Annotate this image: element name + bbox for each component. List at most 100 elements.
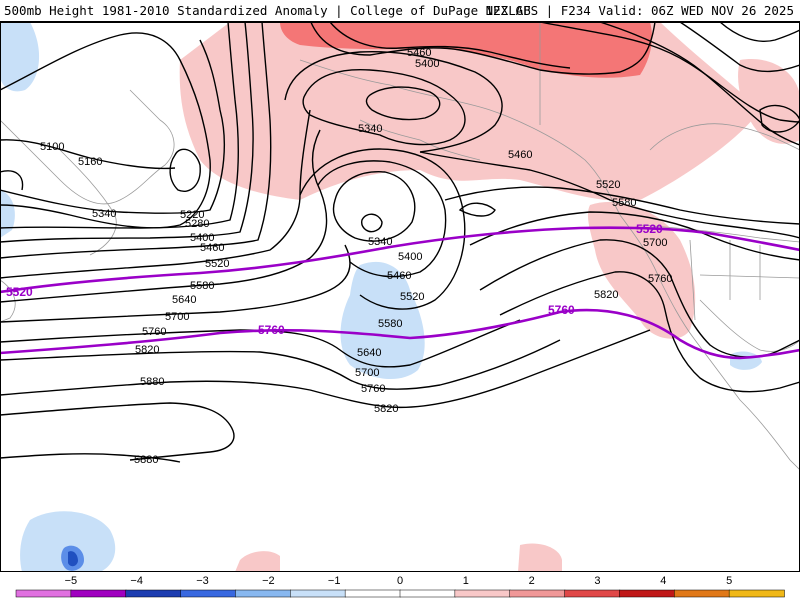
positive-anomaly-shading (179, 22, 800, 572)
contour-line (0, 32, 211, 229)
contour-label: 5520 (596, 179, 620, 191)
contour-line (0, 170, 24, 191)
contour-label-purple: 5520 (6, 285, 33, 299)
reference-contour-labels: 5520 5760 5520 5760 (6, 222, 663, 337)
contour-line (310, 22, 656, 75)
contour-label: 5820 (374, 403, 398, 415)
contour-label: 5400 (190, 232, 214, 244)
colorbar-segment (70, 589, 127, 598)
contour-line (0, 129, 328, 303)
colorbar-tick-label: −4 (130, 575, 143, 587)
contour-label: 5580 (612, 197, 636, 209)
forecast-map: 5100 5160 5220 5280 5340 5400 5460 5520 … (0, 22, 800, 572)
map-title: 500mb Height 1981-2010 Standardized Anom… (4, 3, 531, 18)
contour-label: 5340 (368, 236, 392, 248)
contour-label: 5580 (378, 318, 402, 330)
contour-line (458, 202, 496, 217)
colorbar-segment (290, 589, 346, 598)
contour-line (719, 22, 800, 42)
colorbar-segment (180, 589, 237, 598)
contour-line (0, 39, 226, 215)
contour-label: 5700 (165, 311, 189, 323)
colorbar-tick-label: 5 (726, 575, 732, 587)
positive-anomaly-area (660, 99, 720, 136)
colorbar-segment (454, 589, 511, 598)
contour-5520 (0, 226, 800, 294)
positive-anomaly-area (235, 551, 280, 572)
contour-label: 5820 (594, 289, 618, 301)
colorbar-segment (728, 589, 785, 598)
contour-line (469, 211, 800, 261)
contour-label: 5640 (172, 294, 196, 306)
contour-label: 5820 (135, 344, 159, 356)
colorbar-tick-label: 3 (594, 575, 600, 587)
contour-label: 5460 (407, 47, 431, 59)
height-contours (0, 22, 800, 463)
contour-label: 5520 (205, 258, 229, 270)
contour-line (0, 109, 311, 279)
colorbar-segment (399, 589, 456, 598)
contour-line (539, 22, 800, 123)
contour-label: 5880 (140, 376, 164, 388)
coastline (299, 59, 621, 216)
contour-label-purple: 5760 (258, 323, 285, 337)
contour-label: 5220 (180, 209, 204, 221)
contour-line (332, 171, 416, 242)
title-bar: 500mb Height 1981-2010 Standardized Anom… (0, 0, 800, 22)
contour-label: 5880 (134, 454, 158, 466)
contour-label: 5400 (415, 58, 439, 70)
contour-line (444, 186, 800, 225)
contour-line (0, 339, 561, 390)
contour-line (0, 402, 235, 461)
colorbar-tick-label: −5 (65, 575, 78, 587)
contour-line (679, 22, 800, 73)
border (689, 239, 800, 321)
contour-line (169, 148, 201, 192)
contour-label: 5580 (190, 280, 214, 292)
colorbar-segment (235, 589, 292, 598)
negative-anomaly-shading (0, 22, 762, 572)
contour-line (302, 68, 466, 146)
contour-label: 5700 (643, 237, 667, 249)
contour-label: 5340 (358, 123, 382, 135)
colorbar-segment (125, 589, 182, 598)
contour-label: 5160 (78, 156, 102, 168)
contour-line (317, 160, 447, 278)
contour-label: 5760 (361, 383, 385, 395)
contour-line (419, 151, 800, 239)
contour-line (499, 271, 800, 393)
contour-label: 5460 (508, 149, 532, 161)
colorbar-segment (674, 589, 730, 598)
contour-line (0, 329, 651, 409)
coastline (649, 123, 800, 151)
reference-contours (0, 226, 800, 360)
contour-line (329, 22, 571, 69)
contour-label: 5460 (387, 270, 411, 282)
coastline (359, 119, 481, 161)
contour-line (0, 319, 521, 368)
colorbar-segment (344, 589, 401, 598)
contour-line (0, 22, 254, 243)
contour-line (0, 139, 176, 170)
contour-label: 5760 (648, 273, 672, 285)
colorbar-segment (619, 589, 676, 598)
contour-label: 5700 (355, 367, 379, 379)
negative-anomaly-area (340, 261, 425, 380)
positive-anomaly-area (280, 22, 652, 78)
contour-label-purple: 5760 (548, 303, 575, 317)
colorbar-tick-label: 2 (529, 575, 535, 587)
colorbar-tick-label: −2 (262, 575, 275, 587)
colorbar-tick-label: 0 (397, 575, 403, 587)
colorbar-segment (509, 589, 566, 598)
model-run-info: 12Z GFS | F234 Valid: 06Z WED NOV 26 202… (485, 3, 794, 18)
contour-line (0, 22, 272, 259)
contour-line (0, 22, 239, 229)
colorbar-tick-label: −1 (328, 575, 341, 587)
contour-label: 5100 (40, 141, 64, 153)
negative-anomaly-area (20, 511, 116, 572)
coastline (59, 149, 117, 256)
positive-anomaly-area (518, 543, 562, 572)
coastline (619, 214, 800, 471)
colorbar: −5 −4 −3 −2 −1 0 1 2 3 4 5 (15, 575, 785, 598)
contour-line (360, 213, 383, 233)
